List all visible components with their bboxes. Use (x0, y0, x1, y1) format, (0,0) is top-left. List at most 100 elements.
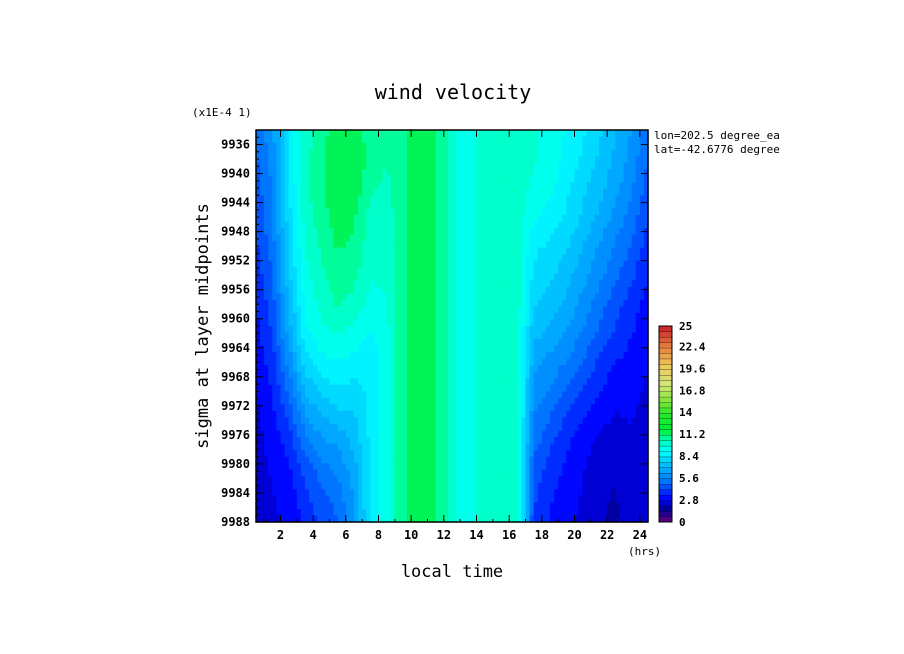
heatmap-cell (370, 326, 376, 334)
heatmap-cell (452, 169, 457, 177)
heatmap-cell (341, 130, 347, 138)
heatmap-cell (513, 130, 518, 138)
heatmap-cell (484, 273, 490, 281)
heatmap-cell (394, 136, 400, 144)
heatmap-cell (403, 234, 408, 242)
heatmap-cell (325, 149, 331, 157)
heatmap-cell (456, 208, 461, 216)
heatmap-cell (317, 437, 322, 445)
heatmap-cell (554, 143, 559, 151)
heatmap-cell (550, 241, 555, 249)
heatmap-cell (305, 286, 310, 294)
heatmap-cell (439, 456, 445, 464)
heatmap-cell (550, 391, 555, 399)
heatmap-cell (639, 424, 645, 432)
heatmap-cell (378, 254, 384, 262)
heatmap-cell (492, 430, 498, 438)
heatmap-cell (578, 312, 584, 321)
heatmap-cell (349, 378, 355, 386)
heatmap-cell (321, 234, 327, 242)
heatmap-cell (480, 326, 486, 334)
heatmap-cell (476, 424, 482, 432)
heatmap-cell (513, 371, 518, 379)
heatmap-cell (362, 404, 367, 412)
heatmap-cell (627, 175, 633, 183)
heatmap-cell (276, 358, 282, 366)
heatmap-cell (394, 312, 400, 321)
heatmap-cell (521, 169, 527, 177)
heatmap-cell (521, 143, 527, 151)
heatmap-cell (615, 378, 621, 386)
heatmap-cell (288, 267, 294, 275)
heatmap-cell (558, 293, 563, 301)
heatmap-cell (288, 378, 294, 386)
heatmap-cell (537, 228, 543, 236)
heatmap-cell (627, 430, 633, 438)
heatmap-cell (292, 228, 298, 236)
heatmap-cell (256, 241, 261, 249)
heatmap-cell (431, 195, 437, 203)
heatmap-cell (529, 450, 535, 458)
heatmap-cell (439, 260, 445, 268)
heatmap-cell (460, 332, 465, 340)
heatmap-cell (349, 293, 355, 301)
heatmap-cell (325, 365, 331, 373)
heatmap-cell (570, 437, 576, 445)
heatmap-cell (468, 332, 474, 340)
heatmap-cell (439, 319, 445, 327)
heatmap-cell (529, 156, 535, 164)
heatmap-cell (464, 247, 469, 255)
heatmap-cell (341, 319, 347, 327)
heatmap-cell (521, 293, 527, 301)
heatmap-cell (562, 130, 567, 138)
heatmap-cell (537, 443, 543, 451)
heatmap-cell (545, 358, 551, 366)
heatmap-cell (611, 384, 616, 392)
heatmap-cell (296, 437, 302, 445)
heatmap-cell (398, 254, 404, 262)
heatmap-cell (423, 247, 429, 255)
heatmap-cell (537, 169, 543, 177)
heatmap-cell (582, 358, 588, 366)
heatmap-cell (554, 312, 559, 321)
heatmap-cell (505, 162, 510, 170)
heatmap-cell (288, 410, 294, 419)
heatmap-cell (541, 326, 547, 334)
heatmap-cell (284, 371, 290, 379)
heatmap-cell (603, 352, 608, 360)
heatmap-cell (496, 312, 502, 321)
heatmap-cell (517, 175, 523, 183)
heatmap-cell (631, 130, 637, 138)
heatmap-cell (480, 228, 486, 236)
heatmap-cell (362, 299, 367, 307)
heatmap-cell (284, 463, 290, 471)
heatmap-cell (345, 273, 351, 281)
heatmap-cell (631, 443, 637, 451)
heatmap-cell (582, 201, 588, 209)
heatmap-cell (292, 430, 298, 438)
heatmap-cell (370, 143, 376, 151)
heatmap-cell (509, 332, 514, 340)
heatmap-cell (268, 143, 273, 151)
heatmap-cell (256, 267, 261, 275)
heatmap-cell (643, 437, 649, 445)
heatmap-cell (439, 384, 445, 392)
heatmap-cell (447, 136, 453, 144)
heatmap-cell (272, 299, 278, 307)
heatmap-cell (325, 208, 331, 216)
heatmap-cell (480, 450, 486, 458)
heatmap-cell (305, 463, 310, 471)
heatmap-cell (403, 326, 408, 334)
heatmap-cell (309, 182, 314, 190)
heatmap-cell (394, 162, 400, 170)
heatmap-cell (550, 417, 555, 425)
heatmap-cell (635, 286, 641, 294)
heatmap-cell (464, 162, 469, 170)
heatmap-cell (378, 332, 384, 340)
heatmap-cell (443, 208, 449, 216)
heatmap-cell (599, 201, 604, 209)
heatmap-cell (619, 397, 625, 405)
heatmap-cell (594, 293, 600, 301)
heatmap-cell (374, 326, 380, 334)
heatmap-cell (419, 345, 425, 353)
